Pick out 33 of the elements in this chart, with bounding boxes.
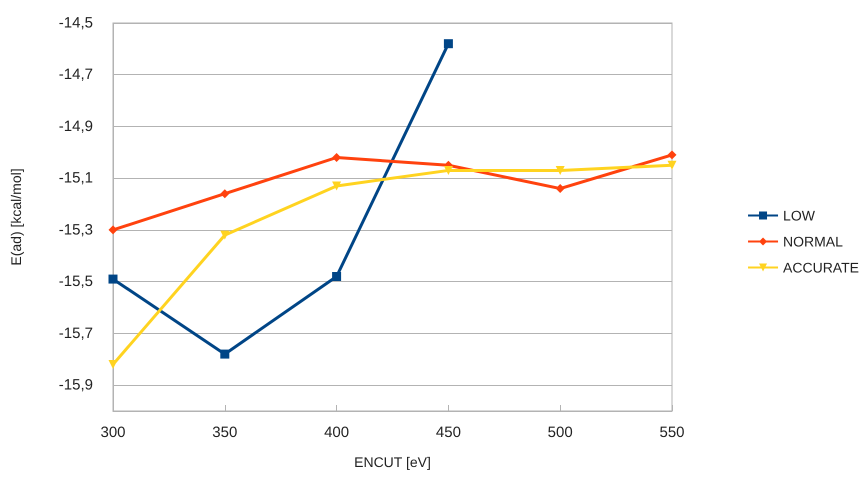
y-tick-label: -14,9 — [58, 118, 93, 135]
y-tick-label: -15,3 — [58, 221, 93, 238]
y-tick-label: -15,1 — [58, 170, 93, 187]
x-tick-label: 500 — [548, 424, 573, 441]
point — [220, 230, 230, 240]
point — [220, 350, 230, 359]
point — [108, 225, 118, 234]
point — [108, 274, 118, 284]
x-tick-label: 550 — [659, 424, 685, 441]
y-tick-label: -15,7 — [58, 324, 93, 342]
point — [556, 184, 565, 194]
x-axis-title: ENCUT [eV] — [354, 454, 431, 470]
point — [108, 360, 118, 369]
point — [332, 272, 342, 281]
legend-label: NORMAL — [783, 234, 844, 250]
y-axis-title: E(ad) [kcal/mol] — [8, 168, 24, 266]
point — [444, 166, 453, 175]
x-tick-label: 350 — [212, 424, 238, 441]
point — [668, 160, 676, 170]
y-tick-label: -14,7 — [58, 66, 93, 84]
y-tick-label: -15,9 — [58, 376, 93, 394]
x-tick-label: 300 — [100, 424, 126, 441]
y-tick-label: -14,5 — [58, 14, 93, 32]
point — [332, 181, 342, 190]
legend-label: LOW — [783, 208, 816, 224]
point — [668, 150, 676, 160]
point — [556, 166, 565, 175]
x-tick-label: 450 — [436, 424, 461, 441]
y-tick-label: -15,5 — [58, 273, 93, 290]
point — [444, 39, 453, 48]
point — [220, 189, 230, 198]
legend-label: ACCURATE — [783, 260, 859, 276]
x-tick-label: 400 — [324, 424, 350, 441]
